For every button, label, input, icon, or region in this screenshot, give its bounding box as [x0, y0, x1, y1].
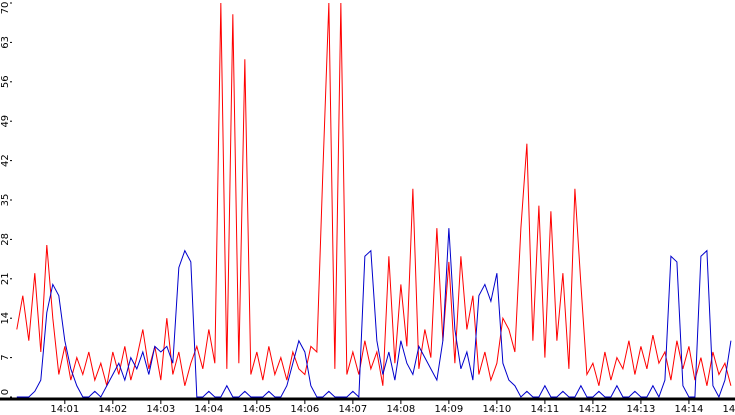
x-tick-label: 14:01 [50, 404, 79, 415]
x-tick-label: 14:08 [386, 404, 415, 415]
series-line [16, 228, 732, 399]
x-tick-label: 14:03 [146, 404, 175, 415]
y-tick-label: 35 [0, 194, 11, 207]
x-tick-label: 14:11 [530, 404, 559, 415]
x-tick-label: 14:09 [434, 404, 463, 415]
x-tick-label: 14:07 [338, 404, 367, 415]
x-tick-label: 14:02 [98, 404, 127, 415]
x-tick-label: 14:04 [194, 404, 223, 415]
y-tick-label: 63 [0, 36, 11, 49]
y-tick-label: 21 [0, 272, 11, 285]
x-tick-label: 14:06 [290, 404, 319, 415]
y-tick-label: 56 [0, 75, 11, 88]
y-tick-label: 7 [0, 354, 11, 360]
x-tick-label: 14:13 [626, 404, 655, 415]
x-tick-label: 14:15 [723, 404, 735, 415]
y-tick-label: 70 [0, 2, 11, 15]
y-tick-label: 0 [0, 389, 11, 395]
x-tick-label: 14:12 [578, 404, 607, 415]
y-tick-label: 28 [0, 233, 11, 246]
x-tick-label: 14:05 [242, 404, 271, 415]
y-tick-label: 42 [0, 154, 11, 167]
y-tick-label: 49 [0, 115, 11, 128]
x-tick-label: 14:14 [674, 404, 703, 415]
y-tick-label: 14 [0, 312, 11, 325]
x-tick-label: 14:10 [482, 404, 511, 415]
series-line [16, 2, 732, 386]
